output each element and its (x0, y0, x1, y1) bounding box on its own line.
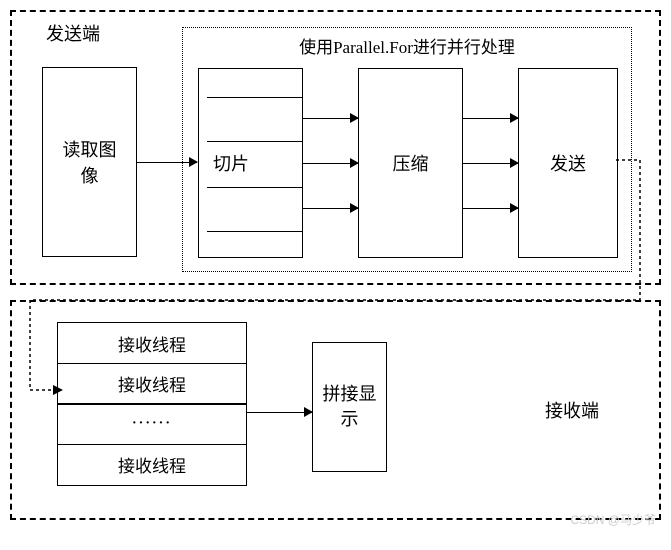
read-image-text: 读取图 像 (63, 136, 117, 188)
receiver-panel: 接收端 接收线程 接收线程 ······ 接收线程 拼接显 示 (10, 300, 661, 520)
slice-divider (207, 97, 302, 98)
compress-text: 压缩 (393, 150, 429, 176)
receive-thread-ellipsis: ······ (57, 403, 247, 445)
watermark: CSDN @马少爷 (570, 511, 656, 528)
compress-box: 压缩 (358, 68, 463, 258)
parallel-region: 使用Parallel.For进行并行处理 切片 压缩 发送 (182, 27, 632, 272)
receive-thread-row: 接收线程 (57, 444, 247, 486)
display-box: 拼接显 示 (312, 342, 387, 472)
receive-thread-row: 接收线程 (57, 363, 247, 405)
sender-label: 发送端 (42, 20, 104, 46)
slice-divider (207, 231, 302, 232)
send-text: 发送 (550, 150, 586, 176)
slice-box: 切片 (198, 68, 303, 258)
receiver-label: 接收端 (545, 397, 599, 423)
slice-divider (207, 187, 302, 188)
read-image-box: 读取图 像 (42, 67, 137, 257)
send-box: 发送 (518, 68, 618, 258)
receive-thread-row: 接收线程 (57, 322, 247, 364)
parallel-label: 使用Parallel.For进行并行处理 (299, 33, 515, 58)
slice-divider (207, 141, 302, 142)
sender-panel: 发送端 读取图 像 使用Parallel.For进行并行处理 切片 压缩 发送 (10, 10, 661, 285)
receive-thread-stack: 接收线程 接收线程 ······ 接收线程 (57, 322, 247, 486)
slice-text: 切片 (213, 150, 249, 176)
display-text: 拼接显 示 (323, 382, 377, 432)
